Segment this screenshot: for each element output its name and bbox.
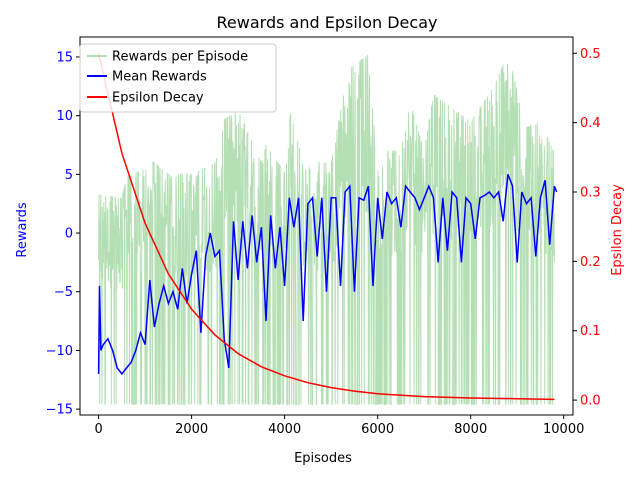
right-y-tick-label: 0.0 <box>580 394 601 409</box>
x-tick-label: 6000 <box>361 422 394 437</box>
mean-rewards-line <box>97 174 558 376</box>
right-y-tick-label: 0.1 <box>580 324 601 339</box>
x-tick-label: 8000 <box>454 422 487 437</box>
chart-title: Rewards and Epsilon Decay <box>217 13 438 32</box>
right-y-tick-label: 0.2 <box>580 255 601 270</box>
plot-area: 0 2000 4000 6000 8000 10000 −15 −10 −5 0 5 10 15 0.0 0… <box>46 36 601 437</box>
x-tick-label: 10000 <box>543 422 584 437</box>
x-axis-label: Episodes <box>294 451 352 466</box>
legend-label-epsilon: Epsilon Decay <box>112 91 204 106</box>
legend-label-rewards: Rewards per Episode <box>112 50 248 65</box>
plot-frame <box>79 36 574 416</box>
epsilon-decay-line <box>97 53 555 401</box>
legend-label-mean: Mean Rewards <box>112 70 207 85</box>
left-y-tick-label: 10 <box>56 109 73 124</box>
left-y-tick-label: −5 <box>54 285 73 300</box>
left-y-tick-label: 15 <box>56 50 73 65</box>
right-y-tick-label: 0.5 <box>580 47 601 62</box>
right-y-tick-label: 0.3 <box>580 186 601 201</box>
left-y-tick-label: −15 <box>46 403 73 418</box>
x-tick-label: 2000 <box>175 422 208 437</box>
x-tick-label: 0 <box>94 422 102 437</box>
left-y-axis-label: Rewards <box>15 202 30 257</box>
x-tick-label: 4000 <box>268 422 301 437</box>
right-y-tick-label: 0.4 <box>580 116 601 131</box>
right-y-axis-label: Epsilon Decay <box>610 184 625 276</box>
legend-box <box>79 43 277 113</box>
left-y-tick-label: 0 <box>65 227 73 242</box>
legend: Rewards per Episode Mean Rewards Epsilon… <box>79 43 277 113</box>
left-y-tick-label: 5 <box>65 168 73 183</box>
left-y-tick-label: −10 <box>46 344 73 359</box>
